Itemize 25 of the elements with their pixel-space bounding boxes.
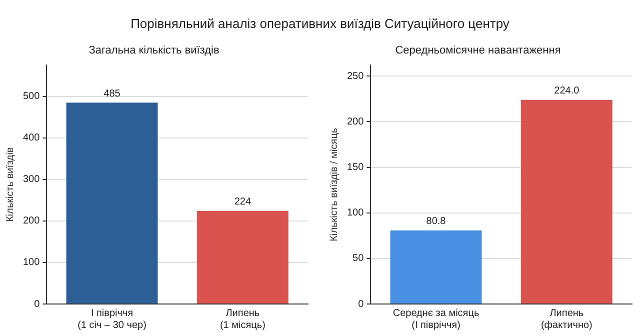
y-tick-label: 0	[358, 298, 364, 310]
data-label: 224	[234, 196, 252, 208]
x-tick-label: Середнє за місяць (І півріччя)	[392, 308, 480, 331]
y-tick-label: 500	[22, 91, 40, 102]
y-tick-label: 50	[352, 253, 364, 264]
data-label: 485	[104, 88, 121, 100]
y-axis-title: Кількість виїздів / місяць	[328, 128, 340, 242]
y-tick-label: 250	[346, 70, 364, 82]
data-label: 224.0	[554, 86, 580, 97]
chart-title: Загальна кількість виїздів	[88, 44, 220, 57]
text: Порівняльний аналіз оперативних виїздів Ситуаційного центру	[130, 16, 510, 33]
x-tick-label: І півріччя (1 січ – 30 чер)	[78, 308, 146, 331]
y-axis-title: Кількість виїздів	[4, 147, 16, 222]
x-tick-label: Липень (1 місяць)	[220, 308, 266, 331]
x-tick-label: Липень (фактично)	[540, 308, 592, 331]
y-tick-label: 100	[22, 257, 40, 268]
y-tick-label: 200	[346, 116, 364, 128]
y-tick-label: 200	[22, 216, 40, 227]
y-tick-label: 150	[346, 162, 364, 174]
y-tick-label: 100	[346, 208, 364, 219]
y-tick-label: 400	[22, 132, 40, 144]
data-label: 80.8	[426, 216, 446, 228]
y-tick-label: 300	[22, 174, 40, 186]
chart-title: Середньомісячне навантаження	[395, 44, 561, 57]
y-tick-label: 0	[34, 298, 40, 310]
